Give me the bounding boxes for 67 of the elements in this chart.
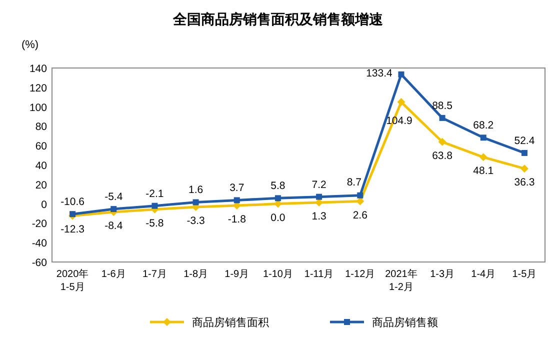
data-label: -1.8 [228, 214, 246, 226]
data-label: 1.3 [312, 210, 326, 223]
point [479, 153, 488, 162]
point [480, 134, 486, 141]
data-label: 52.4 [514, 134, 535, 147]
legend-label: 商品房销售面积 [192, 316, 269, 329]
point [397, 98, 406, 106]
point [439, 114, 446, 121]
y-axis-title: (%) [21, 39, 39, 51]
x-tick-label: 1-7月 [142, 269, 167, 280]
x-tick-label: 1-5月 [512, 269, 537, 280]
data-label: -8.4 [104, 220, 123, 232]
y-tick-label: -20 [32, 218, 48, 230]
point [356, 197, 364, 206]
y-tick-label: -40 [32, 238, 48, 250]
point [438, 138, 446, 146]
point [192, 199, 199, 206]
data-label: -10.6 [60, 196, 85, 208]
x-tick-label: 2020年 1-5月 [56, 268, 89, 293]
y-tick-label: 60 [35, 140, 48, 153]
x-tick-label: 1-9月 [224, 269, 250, 280]
y-tick-label: 40 [35, 160, 48, 172]
data-label: 63.8 [432, 150, 453, 162]
point [110, 206, 117, 212]
data-label: 88.5 [432, 100, 453, 112]
y-tick-label: 100 [29, 102, 48, 114]
point [70, 211, 76, 218]
y-tick-label: 80 [35, 121, 48, 134]
data-label: 3.7 [230, 182, 244, 194]
point [357, 192, 364, 198]
data-label: -12.3 [60, 224, 85, 236]
data-label: 5.8 [270, 180, 286, 192]
data-label: 133.4 [366, 67, 393, 80]
point [520, 164, 528, 173]
point [316, 194, 322, 200]
data-label: 2.6 [352, 209, 368, 222]
x-tick-label: 1-11月 [304, 269, 334, 280]
y-tick-label: -60 [32, 257, 48, 269]
data-label: -3.3 [186, 215, 205, 227]
data-label: 8.7 [346, 176, 362, 188]
x-tick-label: 1-8月 [184, 269, 208, 280]
x-tick-label: 2021年 1-2月 [385, 268, 418, 293]
point [152, 202, 158, 209]
legend-label: 商品房销售额 [372, 316, 438, 329]
data-label: 0.0 [270, 212, 286, 224]
x-tick-label: 1-3月 [430, 269, 455, 280]
x-tick-label: 1-4月 [471, 269, 496, 280]
x-tick-label: 1-6月 [101, 269, 126, 280]
point [521, 150, 528, 156]
data-label: 36.3 [514, 176, 535, 189]
x-tick-label: 1-10月 [262, 269, 293, 280]
data-label: -5.8 [146, 217, 164, 230]
data-label: 1.6 [188, 184, 204, 196]
data-label: 68.2 [473, 120, 494, 132]
data-label: -2.1 [146, 188, 164, 200]
point [398, 71, 404, 78]
y-tick-label: 140 [29, 63, 48, 75]
y-tick-label: 20 [35, 179, 48, 192]
data-label: 7.2 [312, 178, 326, 191]
y-tick-label: 120 [29, 82, 48, 94]
chart-title: 全国商品房销售面积及销售额增速 [172, 11, 384, 27]
point [274, 195, 281, 202]
x-tick-label: 1-12月 [345, 269, 376, 280]
y-tick-label: 0 [41, 198, 48, 211]
point [234, 197, 240, 204]
data-label: -5.4 [104, 191, 123, 204]
data-label: 48.1 [473, 165, 494, 178]
